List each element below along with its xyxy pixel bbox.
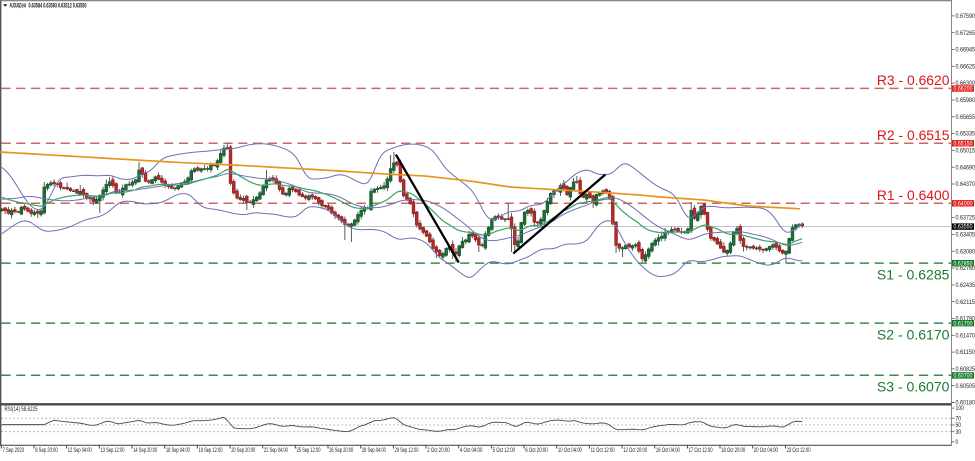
svg-text:R2 - 0.6515: R2 - 0.6515 xyxy=(877,127,950,143)
svg-text:0.62850: 0.62850 xyxy=(954,261,974,267)
svg-text:0.66200: 0.66200 xyxy=(954,87,974,93)
svg-text:0.63405: 0.63405 xyxy=(956,233,975,239)
svg-text:18 Sep 04:00: 18 Sep 04:00 xyxy=(166,448,190,454)
svg-text:50: 50 xyxy=(956,423,962,429)
svg-text:0.67590: 0.67590 xyxy=(956,14,975,20)
svg-text:0.65335: 0.65335 xyxy=(956,132,975,138)
svg-text:4 Oct 04:00: 4 Oct 04:00 xyxy=(460,448,483,454)
svg-text:0.63550: 0.63550 xyxy=(954,225,974,231)
svg-text:25 Sep 12:00: 25 Sep 12:00 xyxy=(297,448,321,454)
svg-text:0.65980: 0.65980 xyxy=(956,98,975,104)
svg-text:13 Sep 12:00: 13 Sep 12:00 xyxy=(101,448,125,454)
svg-text:29 Sep 12:00: 29 Sep 12:00 xyxy=(395,448,419,454)
svg-text:0.62435: 0.62435 xyxy=(956,283,975,289)
svg-text:RSI(14) 58.6225: RSI(14) 58.6225 xyxy=(5,407,38,413)
svg-text:0.61150: 0.61150 xyxy=(956,350,975,356)
svg-text:8 Sep 20:00: 8 Sep 20:00 xyxy=(35,448,58,454)
svg-text:0.61700: 0.61700 xyxy=(954,321,974,327)
svg-text:12 Oct 20:00: 12 Oct 20:00 xyxy=(623,448,647,454)
svg-text:100: 100 xyxy=(956,406,965,412)
svg-text:R1 - 0.6400: R1 - 0.6400 xyxy=(877,187,950,203)
svg-text:12 Sep 04:00: 12 Sep 04:00 xyxy=(68,448,92,454)
svg-text:0.63584 0.63593 0.63512 0.6355: 0.63584 0.63593 0.63512 0.63550 xyxy=(29,3,87,9)
svg-text:17 Oct 12:00: 17 Oct 12:00 xyxy=(689,448,713,454)
svg-text:0.61470: 0.61470 xyxy=(956,333,975,339)
svg-text:R3 - 0.6620: R3 - 0.6620 xyxy=(877,72,950,88)
svg-text:6 Oct 20:00: 6 Oct 20:00 xyxy=(525,448,548,454)
svg-text:0.65015: 0.65015 xyxy=(956,149,975,155)
svg-text:0.66625: 0.66625 xyxy=(956,64,975,70)
svg-text:0.65150: 0.65150 xyxy=(954,141,974,147)
svg-text:0.60825: 0.60825 xyxy=(956,367,975,373)
svg-text:30: 30 xyxy=(956,430,962,436)
svg-text:0.60700: 0.60700 xyxy=(954,374,974,380)
svg-text:0.62115: 0.62115 xyxy=(956,300,975,306)
svg-text:0.63725: 0.63725 xyxy=(956,216,975,222)
svg-text:10 Oct 04:00: 10 Oct 04:00 xyxy=(558,448,582,454)
svg-text:14 Sep 20:00: 14 Sep 20:00 xyxy=(133,448,157,454)
svg-text:0.65655: 0.65655 xyxy=(956,115,975,121)
svg-text:28 Sep 04:00: 28 Sep 04:00 xyxy=(362,448,386,454)
svg-text:0.60505: 0.60505 xyxy=(956,384,975,390)
svg-text:7 Sep 2023: 7 Sep 2023 xyxy=(3,448,25,454)
svg-text:23 Oct 12:00: 23 Oct 12:00 xyxy=(787,448,811,454)
svg-text:22 Sep 04:00: 22 Sep 04:00 xyxy=(264,448,288,454)
svg-text:S2 - 0.6170: S2 - 0.6170 xyxy=(877,327,950,343)
svg-text:AUDUSD,H4: AUDUSD,H4 xyxy=(10,3,27,9)
svg-text:70: 70 xyxy=(956,416,962,422)
svg-text:20 Sep 20:00: 20 Sep 20:00 xyxy=(231,448,255,454)
svg-text:11 Oct 12:00: 11 Oct 12:00 xyxy=(591,448,615,454)
svg-text:S3 - 0.6070: S3 - 0.6070 xyxy=(877,379,950,395)
svg-text:0.64370: 0.64370 xyxy=(956,182,975,188)
svg-text:0.64690: 0.64690 xyxy=(956,165,975,171)
svg-text:0.66945: 0.66945 xyxy=(956,48,975,54)
svg-text:18 Oct 20:00: 18 Oct 20:00 xyxy=(721,448,745,454)
svg-text:S1 - 0.6285: S1 - 0.6285 xyxy=(877,267,950,283)
svg-text:19 Sep 12:00: 19 Sep 12:00 xyxy=(199,448,223,454)
svg-text:0.67265: 0.67265 xyxy=(956,31,975,37)
svg-text:26 Sep 20:00: 26 Sep 20:00 xyxy=(329,448,353,454)
svg-text:0.64000: 0.64000 xyxy=(954,201,974,207)
svg-text:20 Oct 04:00: 20 Oct 04:00 xyxy=(754,448,778,454)
svg-text:16 Oct 04:00: 16 Oct 04:00 xyxy=(656,448,680,454)
svg-text:5 Oct 12:00: 5 Oct 12:00 xyxy=(493,448,516,454)
svg-text:2 Oct 20:00: 2 Oct 20:00 xyxy=(427,448,450,454)
svg-text:0.63080: 0.63080 xyxy=(956,249,975,255)
